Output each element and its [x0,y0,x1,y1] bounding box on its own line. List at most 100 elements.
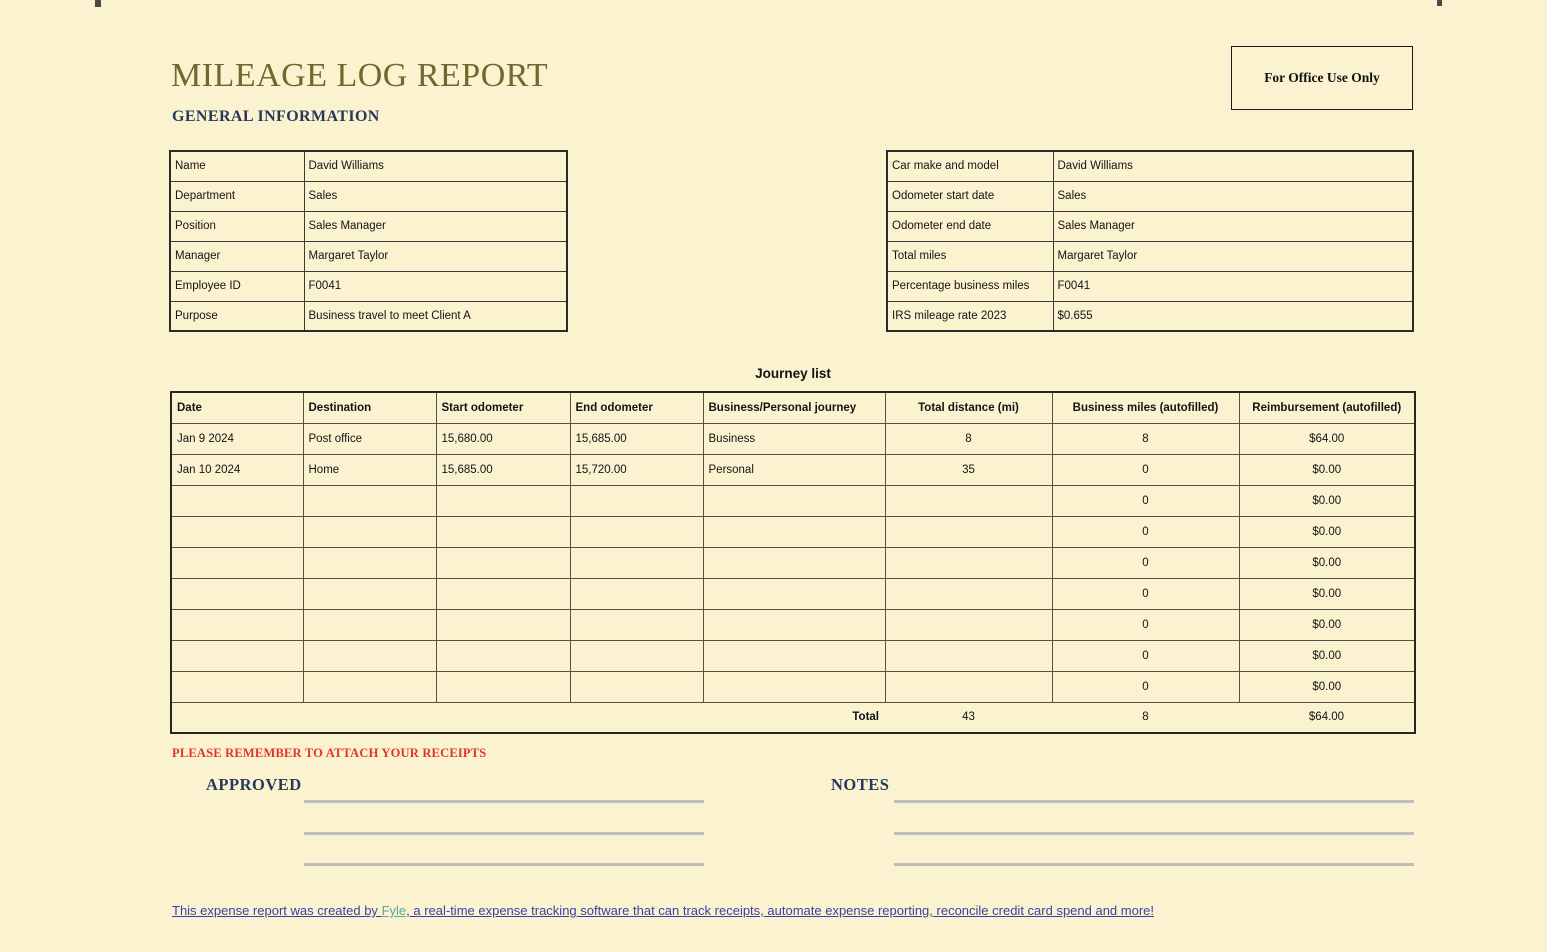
journey-cell[interactable] [302,577,437,610]
journey-cell[interactable]: Personal [702,453,886,486]
journey-col-header: Business/Personal journey [702,391,886,424]
notes-line[interactable] [894,800,1414,803]
journey-cell[interactable] [884,577,1053,610]
journey-cell[interactable] [702,639,886,672]
journey-cell[interactable]: $0.00 [1238,670,1416,703]
info-value[interactable]: $0.655 [1052,300,1414,332]
info-value[interactable]: David Williams [303,150,568,182]
journey-cell[interactable] [170,484,304,517]
fyle-promo-link[interactable]: This expense report was created by Fyle,… [172,903,1154,918]
journey-cell[interactable]: 8 [1051,422,1240,455]
journey-cell[interactable]: $0.00 [1238,608,1416,641]
info-value[interactable]: F0041 [1052,270,1414,302]
approved-signature-line[interactable] [304,832,704,835]
journey-cell[interactable]: 35 [884,453,1053,486]
journey-cell[interactable]: $64.00 [1238,422,1416,455]
journey-cell[interactable] [435,546,571,579]
journey-cell[interactable] [170,546,304,579]
journey-cell[interactable]: 15,685.00 [569,422,704,455]
journey-cell[interactable]: Jan 10 2024 [170,453,304,486]
journey-cell[interactable]: 15,720.00 [569,453,704,486]
notes-line[interactable] [894,832,1414,835]
journey-cell[interactable] [302,670,437,703]
info-value[interactable]: Margaret Taylor [303,240,568,272]
journey-cell[interactable] [702,608,886,641]
journey-cell[interactable] [302,546,437,579]
journey-cell[interactable]: 0 [1051,515,1240,548]
journey-cell[interactable] [884,639,1053,672]
journey-cell[interactable]: Post office [302,422,437,455]
journey-cell[interactable] [302,639,437,672]
journey-cell[interactable]: 0 [1051,639,1240,672]
journey-cell[interactable]: 0 [1051,577,1240,610]
journey-cell[interactable]: 0 [1051,670,1240,703]
table-row: Name David Williams [169,150,568,182]
journey-cell[interactable] [435,639,571,672]
journey-cell[interactable] [702,577,886,610]
journey-cell[interactable] [884,546,1053,579]
journey-cell[interactable] [884,484,1053,517]
info-value[interactable]: Sales Manager [303,210,568,242]
approved-signature-line[interactable] [304,863,704,866]
info-value[interactable]: Sales [1052,180,1414,212]
info-value[interactable]: Business travel to meet Client A [303,300,568,332]
journey-cell[interactable] [170,608,304,641]
journey-cell[interactable]: 15,685.00 [435,453,571,486]
journey-cell[interactable]: $0.00 [1238,639,1416,672]
fyle-brand-text[interactable]: Fyle [381,903,407,918]
journey-total-distance: 43 [885,701,1052,733]
info-label: Odometer end date [886,210,1054,242]
journey-cell[interactable] [884,608,1053,641]
table-row: IRS mileage rate 2023 $0.655 [886,300,1414,332]
journey-cell[interactable] [435,670,571,703]
journey-cell[interactable] [435,484,571,517]
journey-cell[interactable]: Jan 9 2024 [170,422,304,455]
journey-cell[interactable] [302,484,437,517]
journey-cell[interactable] [302,608,437,641]
receipts-reminder-text: PLEASE REMEMBER TO ATTACH YOUR RECEIPTS [172,746,487,760]
info-value[interactable]: Sales [303,180,568,212]
info-value[interactable]: Sales Manager [1052,210,1414,242]
journey-cell[interactable]: 0 [1051,608,1240,641]
journey-cell[interactable]: $0.00 [1238,546,1416,579]
approved-signature-line[interactable] [304,800,704,803]
journey-cell[interactable] [569,639,704,672]
journey-cell[interactable] [702,515,886,548]
journey-cell[interactable] [884,515,1053,548]
journey-cell[interactable] [302,515,437,548]
journey-cell[interactable]: $0.00 [1238,453,1416,486]
journey-cell[interactable] [435,608,571,641]
journey-cell[interactable] [435,577,571,610]
journey-cell[interactable] [569,546,704,579]
journey-cell[interactable] [170,577,304,610]
journey-cell[interactable] [170,515,304,548]
journey-cell[interactable] [702,484,886,517]
journey-cell[interactable]: Business [702,422,886,455]
journey-cell[interactable]: $0.00 [1238,515,1416,548]
journey-cell[interactable] [702,546,886,579]
journey-cell[interactable] [569,515,704,548]
journey-cell[interactable] [569,484,704,517]
journey-cell[interactable] [435,515,571,548]
journey-cell[interactable] [569,670,704,703]
journey-cell[interactable] [884,670,1053,703]
journey-cell[interactable] [702,670,886,703]
info-value[interactable]: David Williams [1052,150,1414,182]
journey-cell[interactable] [170,670,304,703]
info-value[interactable]: Margaret Taylor [1052,240,1414,272]
notes-line[interactable] [894,863,1414,866]
journey-cell[interactable]: $0.00 [1238,577,1416,610]
footer-text-after: , a real-time expense tracking software … [406,903,1155,918]
journey-cell[interactable]: 0 [1051,546,1240,579]
journey-cell[interactable]: 15,680.00 [435,422,571,455]
journey-cell[interactable]: Home [302,453,437,486]
journey-cell[interactable] [170,639,304,672]
journey-cell[interactable]: 0 [1051,453,1240,486]
journey-cell[interactable] [569,608,704,641]
journey-cell[interactable]: $0.00 [1238,484,1416,517]
info-value[interactable]: F0041 [303,270,568,302]
journey-cell[interactable] [569,577,704,610]
journey-row: 0 $0.00 [170,484,1416,517]
journey-cell[interactable]: 0 [1051,484,1240,517]
journey-cell[interactable]: 8 [884,422,1053,455]
